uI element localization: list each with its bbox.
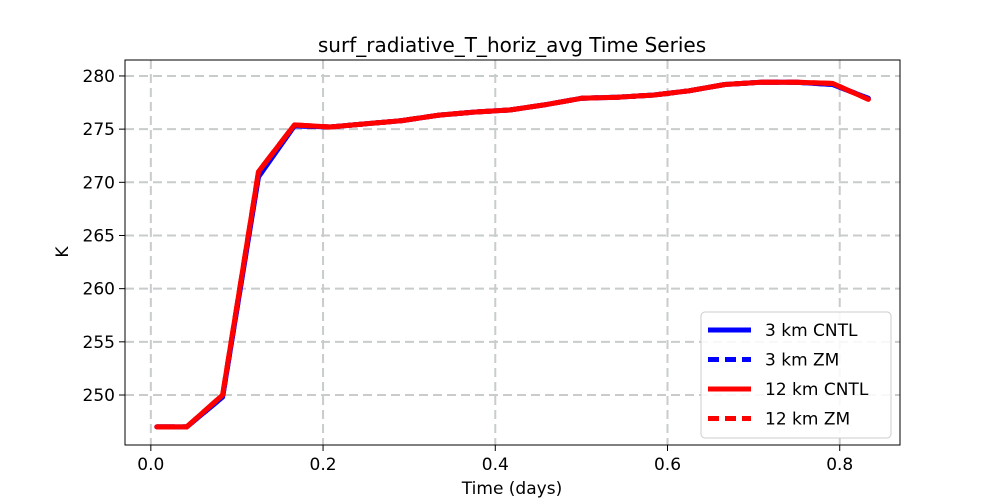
- x-axis-ticks: 0.0 0.2 0.4 0.6 0.8: [137, 445, 853, 475]
- x-tick-label: 0.8: [826, 455, 853, 475]
- y-tick-label: 255: [83, 333, 115, 353]
- y-axis-ticks: 250 255 260 265 270 275 280: [83, 67, 125, 406]
- y-tick-label: 275: [83, 120, 115, 140]
- legend-items: 3 km CNTL 3 km ZM 12 km CNTL 12 km ZM: [708, 321, 869, 430]
- chart-title: surf_radiative_T_horiz_avg Time Series: [318, 33, 706, 57]
- y-tick-label: 250: [83, 386, 115, 406]
- legend-box: [700, 311, 892, 439]
- legend-label-12-km-zm: 12 km ZM: [765, 410, 850, 430]
- y-tick-label: 270: [83, 173, 115, 193]
- legend-label-3-km-zm: 3 km ZM: [765, 351, 839, 371]
- x-tick-label: 0.0: [137, 455, 164, 475]
- y-axis-label: K: [53, 246, 73, 258]
- x-tick-label: 0.4: [482, 455, 509, 475]
- x-tick-label: 0.6: [654, 455, 681, 475]
- series-layer: [154, 79, 871, 430]
- legend: 3 km CNTL 3 km ZM 12 km CNTL 12 km ZM: [700, 311, 892, 439]
- y-tick-label: 280: [83, 67, 115, 87]
- x-axis-label: Time (days): [461, 479, 562, 499]
- legend-label-3-km-cntl: 3 km CNTL: [765, 321, 858, 341]
- legend-label-12-km-cntl: 12 km CNTL: [765, 380, 869, 400]
- x-tick-label: 0.2: [310, 455, 337, 475]
- plot-frame: [124, 59, 901, 446]
- y-tick-label: 260: [83, 280, 115, 300]
- series-line-12-km-zm: [156, 79, 870, 430]
- y-tick-label: 265: [83, 226, 115, 246]
